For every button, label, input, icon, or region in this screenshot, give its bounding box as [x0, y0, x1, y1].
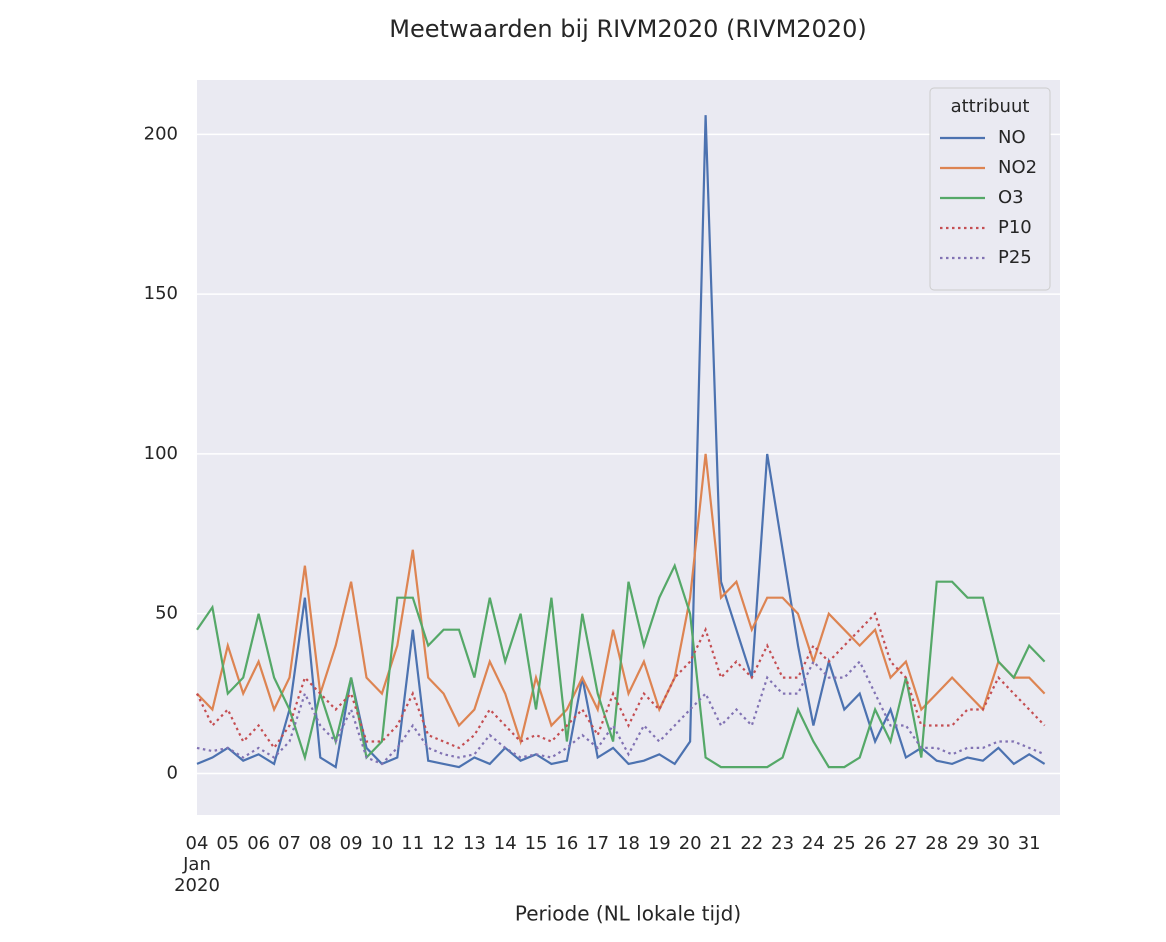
x-tick-label: 07 [278, 833, 301, 854]
x-tick-label: 10 [370, 833, 394, 854]
x-tick-label: 09 [339, 833, 363, 854]
x-tick-label: 13 [462, 833, 486, 854]
legend-title: attribuut [951, 96, 1030, 117]
x-tick-label: 06 [247, 833, 271, 854]
x-tick-label: 24 [801, 833, 825, 854]
x-tick-label: 22 [740, 833, 764, 854]
x-tick-label: 16 [555, 833, 579, 854]
legend-label: P10 [998, 217, 1032, 238]
x-tick-label: 15 [524, 833, 548, 854]
chart-title: Meetwaarden bij RIVM2020 (RIVM2020) [389, 15, 866, 43]
x-tick-label: 05 [216, 833, 240, 854]
x-tick-label: 27 [894, 833, 918, 854]
x-tick-label: 26 [863, 833, 887, 854]
x-tick-label: 23 [771, 833, 795, 854]
series-line [196, 611, 1046, 750]
legend-box [929, 87, 1051, 291]
x-tick-label: 20 [678, 833, 702, 854]
x-tick-label: 25 [832, 833, 856, 854]
legend-label: O3 [998, 187, 1024, 208]
x-tick-label: 14 [493, 833, 517, 854]
y-tick-label: 150 [144, 283, 178, 304]
x-tick-label: 29 [956, 833, 979, 854]
x-tick-label: 21 [709, 833, 733, 854]
x-tick-label: 28 [925, 833, 949, 854]
y-tick-label: 100 [144, 443, 178, 464]
x-axis-label: Periode (NL lokale tijd) [515, 902, 741, 926]
x-tick-label: 12 [432, 833, 456, 854]
x-tick-label: 30 [986, 833, 1010, 854]
legend-label: P25 [998, 247, 1032, 268]
x-tick-label: 19 [647, 833, 671, 854]
x-tick-label: 17 [586, 833, 610, 854]
x-tick-label: 11 [401, 833, 425, 854]
series-line [196, 115, 1046, 769]
series-line [196, 659, 1046, 766]
series-line [196, 562, 1046, 769]
y-tick-label: 0 [167, 762, 178, 783]
x-tick-label: 08 [308, 833, 332, 854]
x-tick-label: 04 Jan 2020 [174, 833, 220, 896]
legend-label: NO2 [998, 157, 1037, 178]
legend-label: NO [998, 127, 1026, 148]
y-tick-label: 50 [155, 603, 178, 624]
x-tick-label: 31 [1017, 833, 1041, 854]
y-tick-label: 200 [144, 123, 178, 144]
x-tick-label: 18 [617, 833, 640, 854]
